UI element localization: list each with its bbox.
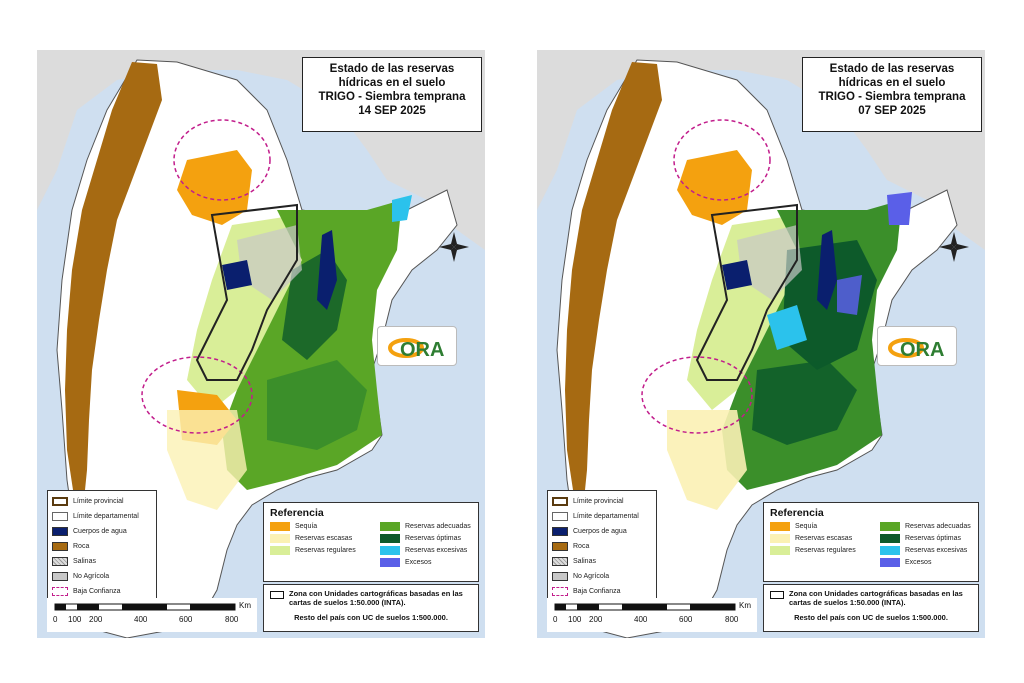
legend-row-limite-provincial: Límite provincial <box>552 494 652 509</box>
map-title: Estado de las reservas hídricas en el su… <box>802 57 982 132</box>
legend-row-salinas: Salinas <box>552 554 652 569</box>
compass-rose-icon <box>939 232 969 262</box>
title-date: 07 SEP 2025 <box>858 105 926 117</box>
reservas-excesivas <box>392 195 412 222</box>
title-line-1: Estado de las reservas <box>329 63 455 75</box>
zona-note: Zona con Unidades cartográficas basadas … <box>263 584 479 632</box>
title-line-1: Estado de las reservas <box>829 63 955 75</box>
no-agricola <box>237 225 302 300</box>
legend-row-cuerpos-agua: Cuerpos de agua <box>552 524 652 539</box>
title-line-2: hídricas en el suelo <box>838 77 946 89</box>
reservas-escasas <box>167 410 247 510</box>
legend-row-salinas: Salinas <box>52 554 152 569</box>
svg-text:Km: Km <box>239 601 251 610</box>
svg-text:400: 400 <box>634 615 648 624</box>
legend-row-limite-departamental: Límite departamental <box>52 509 152 524</box>
svg-text:800: 800 <box>725 615 739 624</box>
svg-text:200: 200 <box>89 615 103 624</box>
referencia-legend: Referencia Sequía Reservas adecuadas Res… <box>263 502 479 582</box>
legend-row-baja-confianza: Baja Confianza <box>552 584 652 599</box>
svg-text:100: 100 <box>68 615 82 624</box>
svg-text:800: 800 <box>225 615 239 624</box>
title-line-2: hídricas en el suelo <box>338 77 446 89</box>
legend-row-no-agricola: No Agrícola <box>52 569 152 584</box>
scale-bar: Km 0 100 200 400 600 800 <box>47 598 257 632</box>
baja-confianza-south <box>641 356 753 434</box>
svg-text:Km: Km <box>739 601 751 610</box>
ora-logo: ORA <box>877 326 957 366</box>
legend-row-limite-provincial: Límite provincial <box>52 494 152 509</box>
title-date: 14 SEP 2025 <box>358 105 426 117</box>
svg-text:600: 600 <box>179 615 193 624</box>
legend-row-roca: Roca <box>552 539 652 554</box>
cuerpo-agua <box>722 260 752 290</box>
cuerpo-agua <box>222 260 252 290</box>
baja-confianza-south <box>141 356 253 434</box>
rio <box>317 230 337 310</box>
rio <box>817 230 837 310</box>
legend-row-no-agricola: No Agrícola <box>552 569 652 584</box>
scale-bar: Km 0 100 200 400 600 800 <box>547 598 757 632</box>
svg-text:600: 600 <box>679 615 693 624</box>
logo-text: ORA <box>900 339 944 361</box>
pampa-optimas <box>752 360 857 445</box>
referencia-title: Referencia <box>270 507 324 519</box>
reservas-excesivas <box>767 305 807 350</box>
reservas-escasas <box>667 410 747 510</box>
svg-text:200: 200 <box>589 615 603 624</box>
baja-confianza-north <box>173 119 271 201</box>
svg-text:100: 100 <box>568 615 582 624</box>
roca-region <box>65 62 162 520</box>
legend-row-cuerpos-agua: Cuerpos de agua <box>52 524 152 539</box>
svg-text:0: 0 <box>553 615 558 624</box>
roca-region <box>565 62 662 520</box>
baja-confianza-north <box>673 119 771 201</box>
zona-inta-outline <box>695 203 798 381</box>
legend-row-limite-departamental: Límite departamental <box>552 509 652 524</box>
map-title: Estado de las reservas hídricas en el su… <box>302 57 482 132</box>
sequia-north <box>177 150 252 225</box>
no-agricola <box>737 225 802 300</box>
pampa-green <box>267 360 367 450</box>
svg-text:0: 0 <box>53 615 58 624</box>
compass-rose-icon <box>439 232 469 262</box>
referencia-title: Referencia <box>770 507 824 519</box>
map-panel-07-sep: Estado de las reservas hídricas en el su… <box>537 50 985 638</box>
title-line-3: TRIGO - Siembra temprana <box>818 91 966 103</box>
title-line-3: TRIGO - Siembra temprana <box>318 91 466 103</box>
legend-row-roca: Roca <box>52 539 152 554</box>
excesos-center <box>837 275 862 315</box>
svg-text:400: 400 <box>134 615 148 624</box>
excesos-north <box>887 192 912 225</box>
zona-inta-outline <box>195 203 298 381</box>
referencia-legend: Referencia Sequía Reservas adecuadas Res… <box>763 502 979 582</box>
ora-logo: ORA <box>377 326 457 366</box>
legend-row-baja-confianza: Baja Confianza <box>52 584 152 599</box>
zona-note: Zona con Unidades cartográficas basadas … <box>763 584 979 632</box>
argentina-map <box>37 50 485 638</box>
map-panel-14-sep: Estado de las reservas hídricas en el su… <box>37 50 485 638</box>
sequia-north <box>677 150 752 225</box>
logo-text: ORA <box>400 339 444 361</box>
